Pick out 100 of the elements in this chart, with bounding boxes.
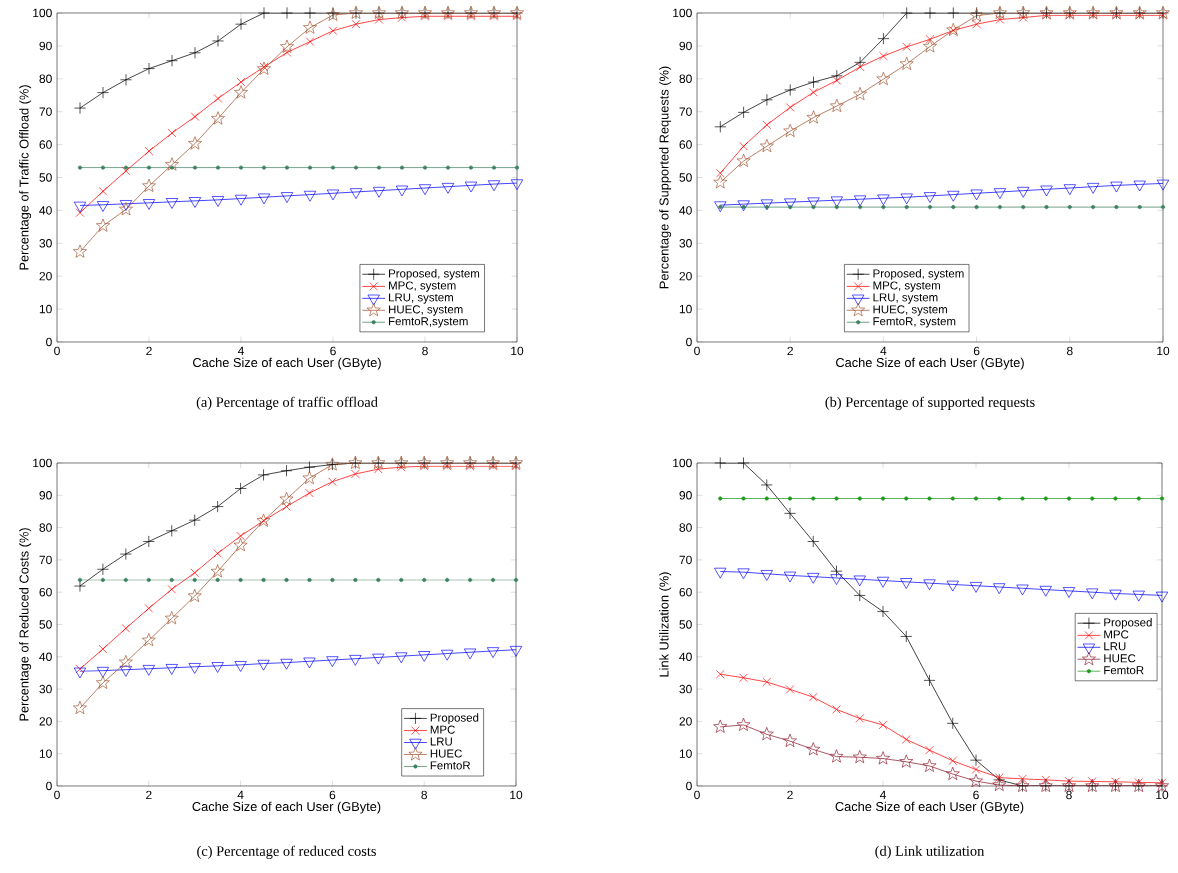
point — [900, 193, 913, 205]
point — [1018, 774, 1027, 784]
point — [74, 102, 86, 115]
point — [192, 577, 197, 582]
point — [880, 496, 886, 501]
point — [98, 187, 108, 196]
point — [736, 153, 751, 167]
point — [165, 524, 178, 537]
point — [785, 685, 795, 694]
point — [349, 188, 363, 199]
point — [881, 205, 886, 210]
y-tick-label: 80 — [679, 74, 692, 84]
point — [468, 577, 473, 582]
point — [855, 714, 865, 723]
point — [77, 577, 83, 582]
x-tick-label: 0 — [694, 346, 700, 356]
point — [713, 175, 728, 189]
point — [924, 7, 936, 19]
point — [236, 77, 246, 87]
point — [399, 577, 404, 582]
point — [167, 584, 177, 594]
point — [1063, 184, 1076, 196]
point — [853, 195, 867, 207]
y-tick-label: 30 — [679, 239, 692, 248]
point — [714, 201, 727, 213]
x-tick-label: 8 — [421, 790, 428, 800]
y-tick-label: 50 — [39, 620, 52, 629]
point — [760, 479, 773, 491]
legend-label: MPC, system — [873, 281, 940, 292]
point — [900, 630, 913, 643]
point — [142, 665, 155, 676]
point — [96, 201, 110, 212]
point — [330, 577, 335, 582]
point — [422, 577, 427, 582]
point — [169, 165, 175, 170]
point — [739, 673, 748, 683]
point — [141, 633, 156, 647]
point — [303, 657, 316, 669]
point — [188, 136, 202, 150]
point — [718, 205, 723, 210]
y-tick-label: 100 — [33, 458, 52, 468]
point — [899, 56, 914, 70]
y-tick-label: 80 — [39, 523, 52, 532]
point — [947, 190, 960, 202]
point — [374, 464, 383, 474]
point — [119, 666, 132, 677]
point — [98, 644, 108, 654]
legend-label: Proposed — [1104, 618, 1152, 629]
point — [441, 183, 455, 194]
point — [258, 7, 270, 19]
point — [96, 218, 110, 232]
point — [997, 496, 1002, 501]
y-tick-label: 60 — [679, 587, 692, 597]
point — [970, 189, 983, 201]
point — [282, 48, 292, 57]
point — [463, 648, 477, 660]
point — [969, 582, 983, 593]
point — [419, 461, 429, 471]
y-tick-label: 70 — [679, 107, 692, 116]
point — [832, 76, 842, 85]
point — [922, 758, 937, 772]
point — [75, 208, 85, 217]
point — [257, 659, 270, 671]
point — [261, 165, 267, 170]
point — [877, 605, 889, 618]
point — [142, 178, 156, 192]
y-tick-label: 0 — [46, 781, 52, 791]
y-axis-title: Percentage of Traffic Offload (%) — [19, 85, 32, 270]
point — [187, 588, 202, 603]
point — [970, 754, 982, 767]
point — [971, 765, 981, 774]
point — [760, 93, 773, 106]
point — [759, 138, 774, 153]
point — [213, 549, 222, 558]
y-tick-label: 70 — [39, 107, 52, 116]
y-tick-label: 0 — [46, 337, 52, 347]
point — [142, 535, 155, 548]
y-tick-label: 50 — [39, 173, 52, 182]
point — [143, 62, 155, 75]
point — [305, 37, 315, 46]
point — [1157, 778, 1167, 788]
point — [785, 103, 795, 112]
point — [783, 123, 798, 138]
point — [718, 496, 723, 501]
point — [974, 205, 979, 210]
point — [806, 742, 821, 756]
point — [190, 568, 199, 578]
point — [945, 766, 960, 780]
point — [1043, 496, 1048, 501]
point — [737, 568, 750, 580]
point — [858, 205, 863, 210]
point — [1016, 584, 1029, 596]
point — [165, 664, 178, 675]
point — [121, 166, 131, 176]
y-tick-label: 10 — [39, 749, 52, 758]
y-tick-label: 70 — [39, 555, 52, 565]
point — [305, 488, 314, 498]
x-tick-label: 8 — [422, 346, 428, 356]
point — [123, 577, 128, 582]
point — [972, 19, 981, 29]
